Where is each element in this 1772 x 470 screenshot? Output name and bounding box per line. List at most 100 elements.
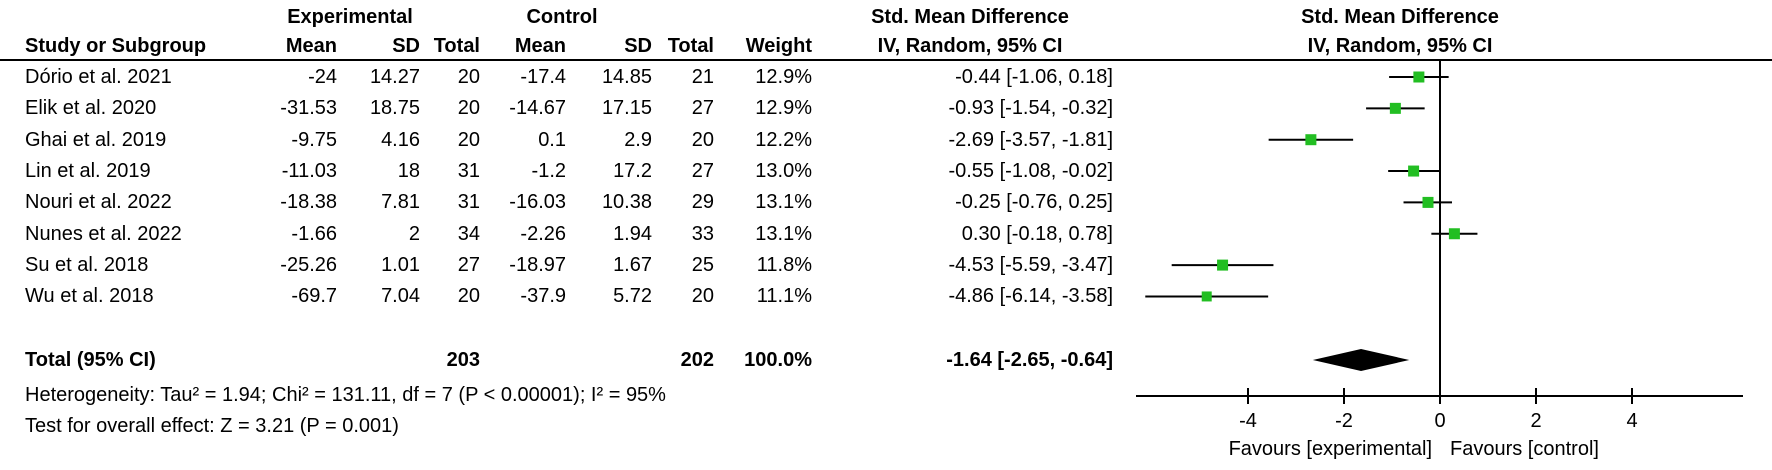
axis-tick-label: 2 [1530,410,1541,432]
table-row: Lin et al. 2019 -11.03 18 31 -1.2 17.2 2… [0,158,1772,184]
cell-exp-total: 20 [457,128,480,151]
cell-exp-mean: -18.38 [280,191,337,214]
plot-column-title: Std. Mean Difference [1301,6,1499,28]
cell-exp-sd: 14.27 [369,66,420,88]
table-row: Su et al. 2018 -25.26 1.01 27 -18.97 1.6… [0,252,1772,278]
cell-total-ctl-total: 202 [680,349,714,371]
cell-exp-total: 34 [457,222,480,245]
cell-weight: 11.8% [756,254,812,277]
group-header-control: Control [526,6,598,28]
col-header-ctl-mean: Mean [514,35,566,57]
axis-tick-label: -2 [1335,410,1353,432]
cell-exp-total: 20 [457,97,480,120]
cell-ctl-sd: 5.72 [613,285,652,308]
cell-ci: -0.55 [-1.08, -0.02] [948,160,1113,183]
cell-ci: -2.69 [-3.57, -1.81] [948,128,1113,151]
cell-ctl-sd: 17.2 [613,160,652,183]
study-marker [1305,134,1317,146]
cell-study: Nouri et al. 2022 [25,191,172,214]
cell-ctl-mean: -1.2 [531,160,566,183]
col-header-ctl-sd: SD [624,35,652,57]
total-diamond [1312,349,1410,371]
cell-ctl-total: 20 [691,285,714,308]
col-header-exp-mean: Mean [285,35,337,57]
cell-study: Lin et al. 2019 [25,160,151,183]
study-marker [1448,228,1460,240]
cell-ci: -0.93 [-1.54, -0.32] [948,97,1113,120]
cell-exp-mean: -31.53 [280,97,337,120]
cell-weight: 12.9% [755,66,812,88]
cell-exp-sd: 4.16 [381,128,420,151]
cell-exp-mean: -11.03 [281,160,337,183]
col-header-smd-model: IV, Random, 95% CI [877,35,1063,57]
study-marker [1408,165,1420,177]
total-row: Total (95% CI) 203 202 100.0% -1.64 [-2.… [0,347,1772,373]
col-header-exp-sd: SD [392,35,420,57]
cell-total-exp-total: 203 [446,349,480,371]
group-header-experimental: Experimental [287,6,413,28]
study-marker [1201,291,1212,302]
cell-ctl-total: 27 [691,97,714,120]
favours-control-label: Favours [control] [1450,438,1599,460]
cell-exp-total: 20 [457,285,480,308]
cell-weight: 11.1% [756,285,812,308]
cell-exp-mean: -1.66 [291,222,337,245]
cell-ctl-mean: -37.9 [520,285,566,308]
col-header-weight: Weight [745,35,812,57]
cell-study: Wu et al. 2018 [25,285,154,308]
cell-study: Elik et al. 2020 [25,97,157,120]
cell-weight: 13.1% [755,222,812,245]
cell-exp-mean: -25.26 [280,254,337,277]
overall-effect-stats: Test for overall effect: Z = 3.21 (P = 0… [25,415,399,437]
cell-ci: -4.53 [-5.59, -3.47] [948,254,1113,277]
table-row: Ghai et al. 2019 -9.75 4.16 20 0.1 2.9 2… [0,127,1772,153]
table-row: Wu et al. 2018 -69.7 7.04 20 -37.9 5.72 … [0,283,1772,309]
col-header-study: Study or Subgroup [25,35,207,57]
study-marker [1413,71,1425,83]
study-marker [1422,196,1434,208]
cell-exp-sd: 7.81 [381,191,420,214]
header-underline [0,59,1772,61]
table-row: Nunes et al. 2022 -1.66 2 34 -2.26 1.94 … [0,221,1772,247]
table-row: Nouri et al. 2022 -18.38 7.81 31 -16.03 … [0,189,1772,215]
cell-ci: -4.86 [-6.14, -3.58] [948,285,1113,308]
table-row: Dório et al. 2021 -24 14.27 20 -17.4 14.… [0,64,1772,90]
cell-ctl-total: 29 [691,191,714,214]
cell-weight: 12.2% [755,128,812,151]
axis-tick-label: 4 [1626,410,1637,432]
cell-exp-total: 27 [457,254,480,277]
cell-ctl-total: 25 [691,254,714,277]
axis-tick-label: 0 [1434,410,1445,432]
axis-tick-label: -4 [1239,410,1257,432]
cell-exp-sd: 1.01 [381,254,420,277]
cell-exp-total: 31 [457,160,480,183]
cell-ci: 0.30 [-0.18, 0.78] [961,222,1113,245]
cell-ctl-mean: -14.67 [509,97,566,120]
favours-experimental-label: Favours [experimental] [1229,438,1432,460]
study-marker [1217,259,1229,271]
cell-exp-sd: 18.75 [369,97,420,120]
cell-ctl-mean: 0.1 [538,128,566,151]
cell-ctl-mean: -18.97 [509,254,566,277]
cell-ctl-sd: 2.9 [624,128,652,151]
cell-study: Ghai et al. 2019 [25,128,167,151]
cell-exp-mean: -24 [308,66,337,88]
cell-ctl-total: 33 [691,222,714,245]
cell-exp-sd: 7.04 [381,285,420,308]
cell-ci: -0.44 [-1.06, 0.18] [955,66,1113,88]
cell-ctl-sd: 1.67 [613,254,652,277]
cell-ctl-mean: -16.03 [509,191,566,214]
cell-ctl-mean: -2.26 [520,222,566,245]
cell-study: Su et al. 2018 [25,254,149,277]
col-header-ctl-total: Total [667,35,714,57]
cell-ctl-sd: 10.38 [601,191,652,214]
cell-exp-total: 31 [457,191,480,214]
cell-total-label: Total (95% CI) [25,349,156,371]
cell-weight: 13.0% [755,160,812,183]
plot-column-model: IV, Random, 95% CI [1307,35,1493,57]
cell-ctl-total: 21 [691,66,714,88]
col-header-exp-total: Total [433,35,480,57]
cell-ctl-sd: 17.15 [601,97,652,120]
